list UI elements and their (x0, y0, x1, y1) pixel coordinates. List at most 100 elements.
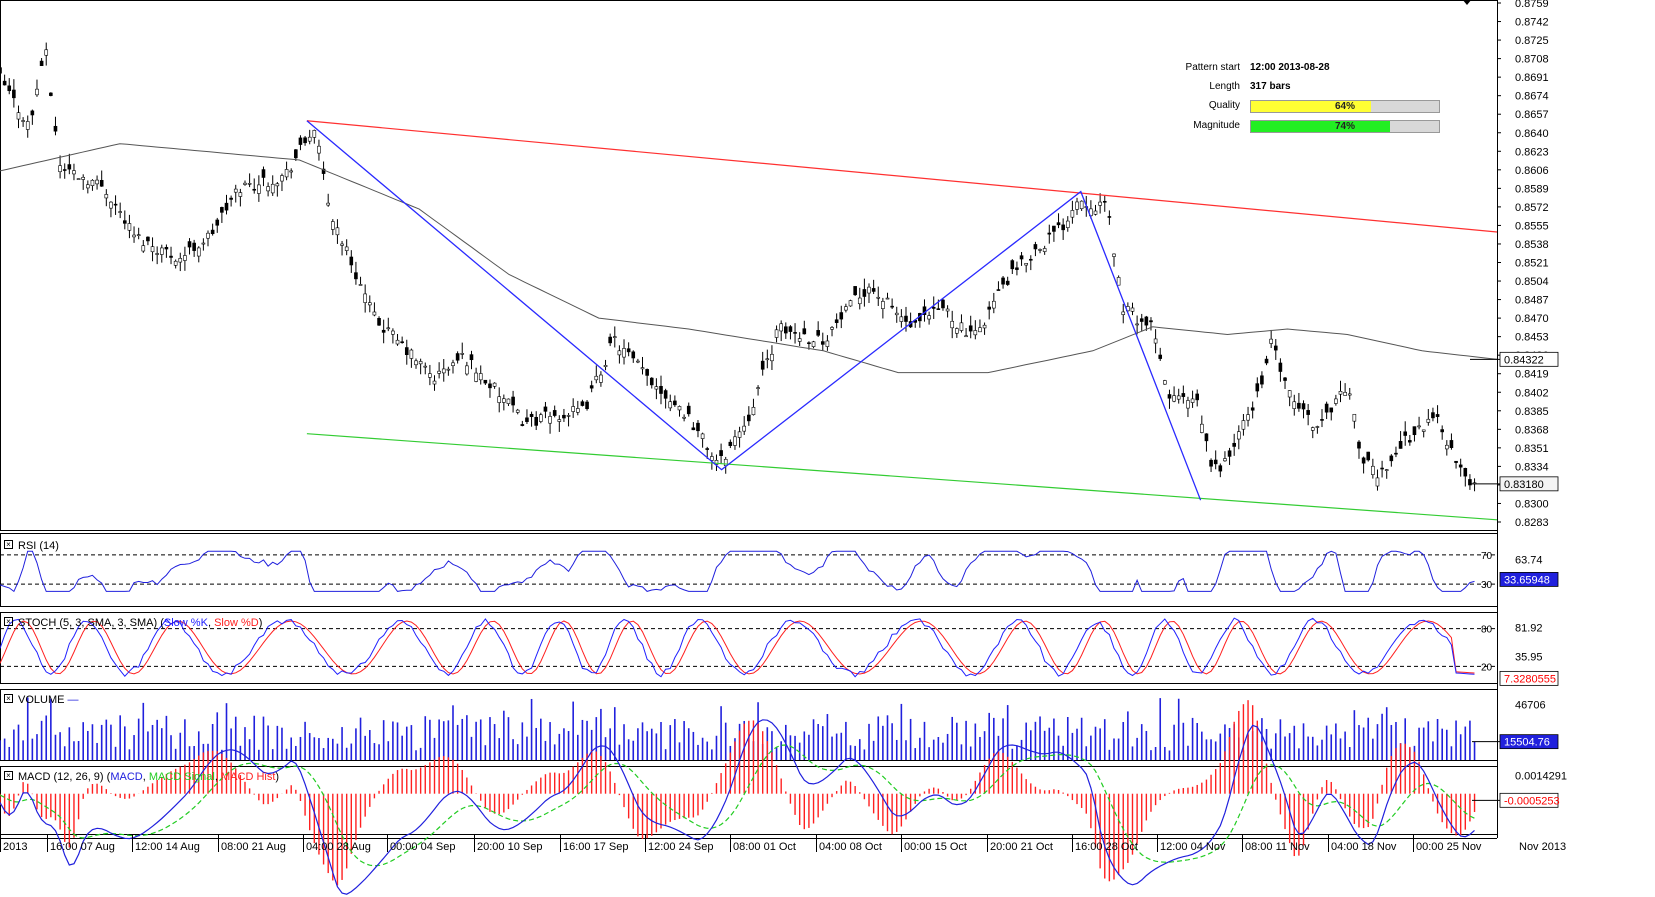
price-bar (1269, 338, 1273, 344)
price-bar (719, 450, 723, 456)
price-bar (270, 183, 275, 194)
volume-last-value: 15504.76 (1504, 737, 1550, 749)
price-bar (700, 433, 705, 439)
ma-value-label-box (1499, 351, 1559, 367)
price-bar (793, 332, 797, 334)
time-tick-label: 20:00 21 Oct (990, 841, 1053, 853)
price-bar (811, 341, 816, 347)
pattern-start-label: Pattern start (1185, 62, 1240, 73)
price-bar (686, 405, 691, 415)
price-bar (312, 130, 317, 138)
price-tick-label: 0.8351 (1515, 443, 1549, 455)
price-bar (1315, 426, 1320, 428)
price-bar (1431, 412, 1435, 419)
price-bar (30, 110, 35, 116)
time-tick-label: 2013 (3, 841, 27, 853)
price-bar (224, 202, 229, 211)
price-bar (478, 373, 483, 381)
macd-hist-label: MACD Hist (221, 771, 276, 783)
price-bar (1102, 201, 1107, 203)
price-tick-label: 0.8606 (1515, 165, 1549, 177)
price-bar (1283, 377, 1287, 381)
price-bar (1366, 451, 1371, 461)
price-bar (502, 398, 506, 403)
time-tick-label: 16:00 28 Oct (1075, 841, 1138, 853)
price-bar (1237, 431, 1241, 440)
volume-collapse-icon[interactable]: × (4, 694, 13, 703)
price-bar (1121, 311, 1126, 315)
time-axis-end-label: Nov 2013 (1519, 841, 1566, 853)
price-bar (386, 327, 391, 330)
price-bar (807, 342, 811, 345)
price-bar (1015, 267, 1019, 270)
price-bar (594, 375, 599, 381)
price-bar (465, 365, 469, 375)
price-bar (317, 145, 321, 154)
price-bar (1380, 467, 1384, 470)
macd-label: MACD (110, 771, 143, 783)
price-bar (0, 67, 2, 74)
price-bar (229, 197, 233, 200)
price-bar (904, 315, 908, 322)
price-bar (520, 424, 525, 426)
price-bar (257, 184, 261, 194)
price-bar (196, 247, 201, 257)
rsi-last-value: 33.65948 (1504, 574, 1550, 586)
price-bar (1172, 395, 1176, 402)
price-bar (1047, 232, 1052, 235)
price-bar (1153, 338, 1158, 344)
price-bar (608, 336, 612, 344)
price-bar (636, 360, 640, 363)
price-bar (395, 339, 400, 345)
quality-label: Quality (1208, 100, 1240, 111)
price-bar (857, 297, 862, 305)
volume-marker-label: 46706 (1515, 700, 1546, 712)
price-bar (515, 409, 520, 413)
price-bar (104, 194, 109, 199)
price-bar (192, 242, 196, 251)
stoch-d-label: Slow %D (214, 617, 259, 629)
stoch-collapse-icon[interactable]: × (4, 617, 13, 626)
price-bar (437, 370, 441, 374)
price-tick-label: 0.8759 (1515, 0, 1549, 10)
price-bar (580, 401, 585, 406)
price-bar (1135, 323, 1139, 326)
price-bar (982, 324, 987, 329)
price-bar (354, 272, 358, 280)
price-bar (1190, 398, 1195, 403)
price-bar (885, 297, 890, 300)
price-bar (1218, 465, 1223, 472)
stoch-level-label: 20 (1481, 662, 1493, 673)
price-bar (261, 169, 266, 178)
macd-last-value: -0.0005253 (1504, 795, 1560, 807)
price-bar (178, 258, 183, 263)
price-bar (1357, 441, 1361, 449)
price-bar (968, 325, 973, 332)
price-bar (331, 221, 335, 230)
pattern-start-row: Pattern start 12:00 2013-08-28 (1160, 62, 1450, 78)
price-bar (1181, 393, 1186, 397)
price-bar (497, 396, 502, 403)
price-bar (1412, 426, 1417, 436)
price-bar (677, 406, 682, 411)
price-bar (1329, 407, 1334, 413)
price-bar (1010, 260, 1015, 270)
price-bar (159, 247, 164, 255)
magnitude-bar-fill (1251, 121, 1391, 132)
price-bar (589, 385, 594, 389)
price-bar (1144, 316, 1149, 326)
price-bar (1209, 459, 1213, 467)
rsi-collapse-icon[interactable]: × (4, 540, 13, 549)
price-bar (534, 416, 538, 426)
price-bar (1019, 255, 1024, 260)
price-bar (210, 229, 215, 235)
quality-value: 64% (1334, 101, 1355, 112)
price-bar (460, 353, 465, 355)
price-bar (839, 312, 844, 320)
price-bar (506, 398, 511, 404)
quality-bar: 64% (1250, 100, 1440, 113)
price-bar (575, 408, 580, 413)
macd-collapse-icon[interactable]: × (4, 771, 13, 780)
rsi-last-value-box (1499, 572, 1559, 587)
price-bar (710, 456, 714, 461)
